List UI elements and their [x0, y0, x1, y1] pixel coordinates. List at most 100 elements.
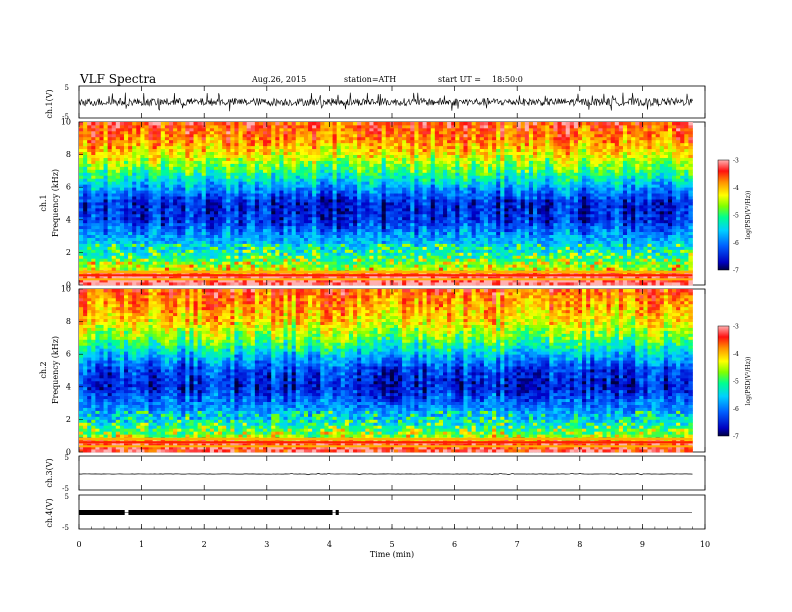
spectrogram-cell	[537, 216, 542, 221]
spectrogram-cell	[512, 261, 518, 265]
spectrogram-cell	[672, 282, 677, 286]
spectrogram-cell	[676, 190, 681, 194]
spectrogram-cell	[254, 219, 260, 224]
spectrogram-cell	[545, 222, 550, 227]
spectrogram-cell	[373, 267, 378, 271]
spectrogram-cell	[283, 264, 288, 268]
spectrogram-cell	[602, 190, 607, 194]
spectrogram-cell	[414, 258, 419, 262]
spectrogram-cell	[246, 282, 252, 286]
spectrogram-cell	[209, 261, 215, 265]
spectrogram-cell	[226, 228, 231, 233]
spectrogram-cell	[234, 204, 239, 209]
spectrogram-cell	[537, 258, 542, 262]
spectrogram-cell	[197, 282, 203, 286]
spectrogram-cell	[524, 282, 530, 286]
spectrogram-cell	[610, 252, 616, 256]
spectrogram-cell	[672, 231, 677, 236]
spectrogram-cell	[406, 267, 411, 271]
spectrogram-cell	[144, 264, 149, 268]
spectrogram-cell	[430, 190, 436, 194]
spectrogram-cell	[500, 255, 505, 259]
spectrogram-cell	[91, 255, 96, 259]
spectrogram-cell	[320, 234, 325, 238]
spectrogram-cell	[340, 237, 346, 241]
spectrogram-cell	[324, 190, 329, 194]
spectrogram-cell	[303, 210, 309, 215]
spectrogram-cell	[246, 202, 252, 206]
spectrogram-cell	[242, 258, 248, 262]
spectrogram-cell	[164, 204, 170, 209]
spectrogram-cell	[532, 252, 538, 256]
spectrogram-cell	[164, 258, 170, 262]
spectrogram-cell	[545, 199, 550, 203]
spectrogram-cell	[197, 228, 203, 233]
spectrogram-cell	[598, 279, 603, 283]
spectrogram-cell	[680, 190, 685, 194]
spectrogram-cell	[115, 222, 121, 227]
spectrogram-cell	[320, 204, 325, 209]
spectrogram-cell	[312, 204, 317, 209]
spectrogram-cell	[348, 207, 354, 212]
spectrogram-cell	[136, 207, 141, 212]
spectrogram-cell	[279, 264, 284, 268]
spectrogram-cell	[185, 199, 190, 203]
spectrogram-cell	[647, 210, 652, 215]
spectrogram-cell	[164, 231, 170, 236]
spectrogram-cell	[520, 255, 526, 259]
spectrogram-cell	[602, 222, 607, 227]
spectrogram-cell	[643, 210, 648, 215]
spectrogram-cell	[168, 210, 174, 215]
spectrogram-cell	[402, 276, 407, 280]
spectrogram-cell	[222, 222, 227, 227]
spectrogram-cell	[406, 243, 411, 247]
spectrogram-cell	[487, 246, 493, 250]
spectrogram-cell	[303, 255, 309, 259]
spectrogram-cell	[263, 216, 268, 221]
spectrogram-cell	[537, 225, 542, 230]
spectrogram-cell	[590, 199, 595, 203]
spectrogram-cell	[299, 193, 305, 197]
spectrogram-cell	[393, 207, 399, 212]
spectrogram-cell	[561, 282, 567, 286]
spectrogram-cell	[381, 219, 387, 224]
spectrogram-cell	[492, 240, 497, 244]
spectrogram-cell	[303, 204, 309, 209]
spectrogram-cell	[173, 282, 178, 286]
spectrogram-cell	[119, 222, 125, 227]
spectrogram-cell	[87, 264, 92, 268]
spectrogram-cell	[655, 225, 661, 230]
spectrogram-cell	[582, 252, 587, 256]
spectrogram-cell	[152, 202, 158, 206]
spectrogram-cell	[496, 231, 501, 236]
spectrogram-cell	[500, 213, 505, 218]
spectrogram-cell	[164, 184, 170, 188]
spectrogram-cell	[353, 252, 358, 256]
spectrogram-cell	[128, 210, 133, 215]
spectrogram-cell	[209, 249, 215, 253]
spectrogram-cell	[361, 264, 366, 268]
spectrogram-cell	[336, 199, 342, 203]
spectrogram-cell	[553, 267, 558, 271]
spectrogram-cell	[275, 202, 280, 206]
spectrogram-cell	[303, 199, 309, 203]
spectrogram-cell	[475, 267, 481, 271]
spectrogram-cell	[631, 276, 636, 280]
spectrogram-cell	[99, 207, 104, 212]
spectrogram-cell	[594, 228, 599, 233]
spectrogram-cell	[406, 276, 411, 280]
spectrogram-cell	[353, 222, 358, 227]
spectrogram-cell	[99, 237, 104, 241]
spectrogram-cell	[308, 199, 313, 203]
spectrogram-cell	[532, 190, 538, 194]
spectrogram-cell	[230, 267, 235, 271]
spectrogram-cell	[451, 228, 456, 233]
spectrogram-cell	[250, 196, 256, 200]
spectrogram-cell	[487, 252, 493, 256]
spectrogram-cell	[95, 202, 100, 206]
spectrogram-cell	[365, 252, 370, 256]
spectrogram-cell	[205, 202, 211, 206]
spectrogram-cell	[246, 234, 252, 238]
spectrogram-cell	[136, 276, 141, 280]
spectrogram-cell	[639, 213, 644, 218]
